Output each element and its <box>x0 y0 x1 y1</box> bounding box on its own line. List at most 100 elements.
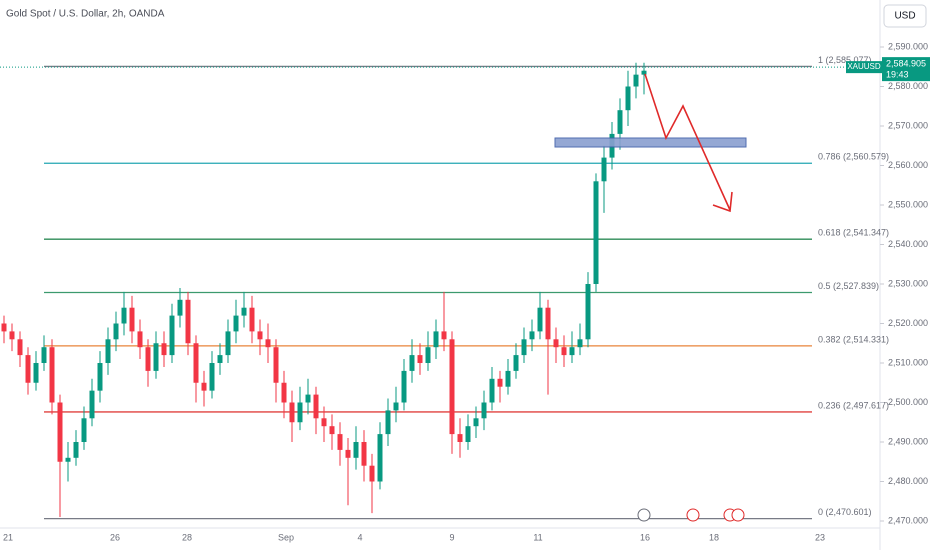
candle-body <box>233 315 239 332</box>
candle-body <box>361 442 367 466</box>
y-tick-label: 2,590.000 <box>888 41 928 51</box>
candle-body <box>33 363 39 383</box>
candle-body <box>569 347 575 356</box>
y-tick-label: 2,470.000 <box>888 515 928 525</box>
candle-body <box>345 449 351 458</box>
candle-body <box>289 402 295 423</box>
symbol-label: XAUUSD <box>847 62 881 71</box>
candle-body <box>537 307 543 332</box>
candle-body <box>225 331 231 356</box>
supply-zone <box>554 137 747 148</box>
x-tick-label: 4 <box>357 532 362 542</box>
chart-title: Gold Spot / U.S. Dollar, 2h, OANDA <box>6 9 165 20</box>
price-label: 2,584.905 <box>886 59 926 69</box>
candle-body <box>497 378 503 387</box>
price-axis: 2,470.000 2,480.000 2,490.000 2,500.000 2,51… <box>880 41 928 525</box>
candle-body <box>313 394 319 419</box>
y-tick-label: 2,480.000 <box>888 476 928 486</box>
event-icons <box>637 508 745 522</box>
y-tick-label: 2,570.000 <box>888 120 928 130</box>
candle-body <box>561 347 567 356</box>
candle-body <box>369 465 375 482</box>
candle-body <box>513 355 519 371</box>
candle-body <box>305 394 311 403</box>
candle-body <box>465 426 471 442</box>
x-tick-label: 9 <box>449 532 454 542</box>
event-icon[interactable] <box>731 508 745 522</box>
candle-body <box>593 181 599 284</box>
event-icon[interactable] <box>686 508 700 522</box>
y-tick-label: 2,500.000 <box>888 397 928 407</box>
arrow-head <box>712 191 733 213</box>
candle-body <box>409 355 415 371</box>
x-tick-label: 28 <box>182 532 192 542</box>
candle-body <box>249 307 255 332</box>
candle-body <box>41 347 47 363</box>
candle-body <box>241 307 247 316</box>
candle-body <box>625 86 631 111</box>
candle-body <box>417 355 423 363</box>
candle-body <box>217 355 223 363</box>
candle-body <box>185 299 191 344</box>
countdown-label: 19:43 <box>886 70 909 80</box>
candle-body <box>553 339 559 348</box>
y-tick-label: 2,580.000 <box>888 81 928 91</box>
symbol-box <box>846 61 882 74</box>
candle-body <box>265 339 271 348</box>
candle-body <box>433 331 439 348</box>
fib-label: 1 (2,585.077) <box>818 55 872 65</box>
fib-label: 0 (2,470.601) <box>818 507 872 517</box>
candle-body <box>145 347 151 371</box>
x-tick-label: Sep <box>278 532 294 542</box>
candle-body <box>545 307 551 340</box>
candle-body <box>273 347 279 383</box>
price-box <box>882 57 930 82</box>
candle-body <box>89 390 95 419</box>
candle-body <box>337 434 343 450</box>
x-tick-label: 16 <box>640 532 650 542</box>
candle-body <box>425 347 431 363</box>
time-axis: 21 26 28 Sep 4 9 11 16 18 23 <box>3 532 825 542</box>
event-icon[interactable] <box>637 508 651 522</box>
candle-body <box>321 418 327 427</box>
y-tick-label: 2,550.000 <box>888 199 928 209</box>
candle-body <box>201 382 207 391</box>
x-tick-label: 11 <box>533 532 542 542</box>
x-tick-label: 18 <box>709 532 719 542</box>
candles <box>1 62 647 518</box>
candle-body <box>65 457 71 462</box>
candle-body <box>281 382 287 403</box>
fib-retracement: 1 (2,585.077) 0.786 (2,560.579) 0.618 (2,5… <box>44 55 889 520</box>
candle-body <box>177 299 183 316</box>
candle-body <box>601 157 607 182</box>
candle-body <box>377 434 383 482</box>
fib-label: 0.382 (2,514.331) <box>818 334 889 344</box>
candle-body <box>385 410 391 435</box>
projection-arrow <box>644 73 731 211</box>
y-tick-label: 2,540.000 <box>888 239 928 249</box>
candle-body <box>209 363 215 391</box>
candle-body <box>169 315 175 356</box>
candle-body <box>129 307 135 332</box>
candle-body <box>633 74 639 87</box>
candle-body <box>577 339 583 348</box>
x-tick-label: 23 <box>815 532 825 542</box>
candle-body <box>257 331 263 340</box>
candle-body <box>81 418 87 442</box>
candle-body <box>121 307 127 324</box>
candle-body <box>353 442 359 458</box>
candle-body <box>329 426 335 435</box>
fib-label: 0.618 (2,541.347) <box>818 228 889 238</box>
fib-label: 0.5 (2,527.839) <box>818 281 879 291</box>
currency-button[interactable] <box>883 4 927 28</box>
candle-body <box>401 370 407 403</box>
candle-body <box>9 331 15 340</box>
candle-body <box>393 402 399 411</box>
candle-body <box>97 363 103 391</box>
candle-body <box>521 339 527 356</box>
candle-body <box>489 378 495 403</box>
candle-body <box>49 347 55 403</box>
